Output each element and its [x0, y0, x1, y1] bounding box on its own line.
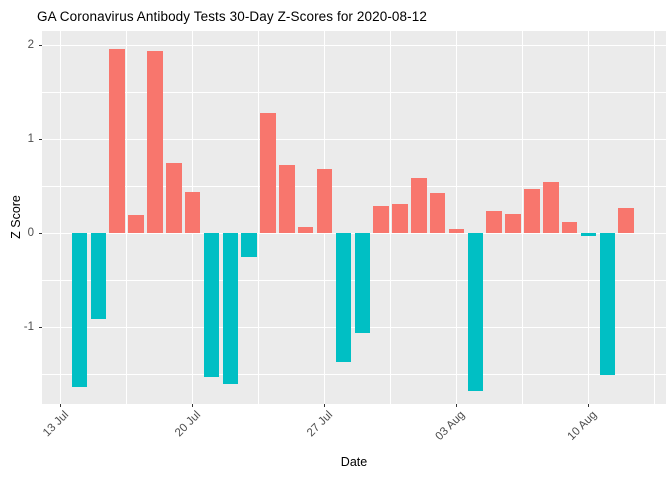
x-tick-label: 10 Aug	[565, 409, 599, 443]
bar	[109, 49, 125, 234]
x-minor-gridline	[258, 31, 259, 404]
y-tick-mark	[39, 138, 42, 140]
x-tick-mark	[60, 404, 62, 407]
y-major-gridline	[42, 326, 666, 328]
x-tick-mark	[192, 404, 194, 407]
y-minor-gridline	[42, 91, 666, 93]
bar	[128, 214, 144, 234]
plot-panel	[42, 31, 666, 404]
bar	[618, 207, 634, 234]
y-tick-mark	[39, 232, 42, 234]
y-minor-gridline	[42, 279, 666, 281]
bar	[486, 210, 502, 234]
x-tick-mark	[323, 404, 326, 407]
x-tick-mark	[455, 404, 458, 407]
bar	[580, 233, 597, 237]
chart-title: GA Coronavirus Antibody Tests 30-Day Z-S…	[37, 9, 427, 24]
x-minor-gridline	[390, 31, 391, 404]
bar	[561, 222, 578, 234]
bar	[524, 189, 540, 234]
x-minor-gridline	[522, 31, 523, 404]
bar	[71, 233, 88, 388]
x-axis-title: Date	[340, 455, 368, 469]
y-tick-mark	[39, 44, 42, 46]
bar	[241, 233, 257, 257]
bar	[203, 233, 220, 378]
y-minor-gridline	[42, 185, 666, 187]
x-tick-label: 13 Jul	[40, 409, 72, 440]
bar	[90, 233, 107, 319]
bar	[467, 233, 484, 392]
x-tick-label: 27 Jul	[304, 409, 336, 440]
bar	[279, 164, 295, 234]
bar	[222, 233, 239, 384]
bar	[448, 228, 465, 234]
y-tick-label: 2	[27, 39, 34, 52]
x-major-gridline	[587, 31, 590, 404]
bar	[166, 162, 182, 234]
bar	[505, 213, 521, 234]
x-major-gridline	[59, 31, 62, 404]
bar	[543, 181, 559, 234]
bar	[260, 112, 276, 234]
y-tick-label: 0	[27, 227, 34, 240]
y-tick-label: -1	[23, 321, 34, 334]
x-minor-gridline	[654, 31, 655, 404]
bar	[335, 233, 352, 363]
x-minor-gridline	[126, 31, 127, 404]
bar	[316, 169, 333, 234]
bar	[147, 50, 163, 234]
y-major-gridline	[42, 138, 666, 140]
y-major-gridline	[42, 232, 666, 234]
y-minor-gridline	[42, 373, 666, 375]
y-tick-mark	[39, 326, 42, 328]
bar	[392, 204, 408, 234]
y-tick-label: 1	[27, 133, 34, 146]
bar	[184, 191, 201, 234]
bar	[429, 192, 446, 234]
y-major-gridline	[42, 44, 666, 46]
bar	[297, 226, 314, 234]
x-tick-label: 03 Aug	[433, 409, 467, 443]
bar	[373, 206, 389, 234]
x-tick-label: 20 Jul	[172, 409, 204, 440]
x-tick-mark	[587, 404, 590, 407]
x-major-gridline	[455, 31, 458, 404]
bar	[411, 177, 427, 234]
bar	[599, 233, 616, 376]
bar	[354, 233, 370, 333]
